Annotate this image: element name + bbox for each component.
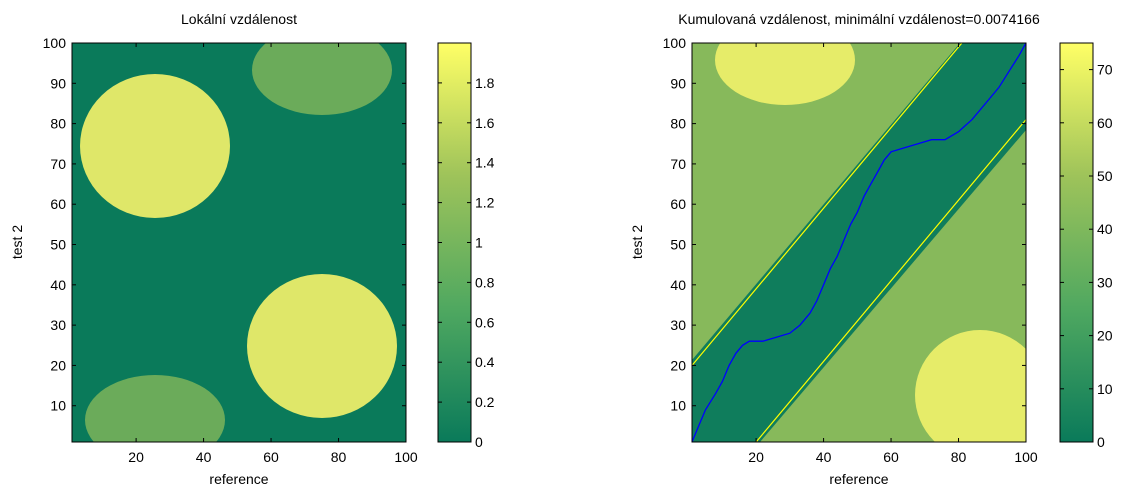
chart2-colorbar-tick-label: 0 [1097,434,1105,450]
chart1-colorbar-tick-label: 1 [475,235,483,251]
chart1-xtick-label: 80 [331,449,347,465]
chart1-ytick-label: 30 [50,317,66,333]
chart2-xtick-label: 40 [816,449,832,465]
chart1-ytick-label: 80 [50,116,66,132]
chart1-colorbar-tick-label: 0.2 [475,394,495,410]
chart1-hot-region [80,74,230,218]
chart2-hot-region [915,330,1026,442]
chart1-ytick-label: 50 [50,237,66,253]
chart2-band-line [755,119,1026,442]
chart1-colorbar-tick-label: 0.6 [475,314,495,330]
chart1-colorbar-tick-label: 0.4 [475,354,495,370]
chart2-title: Kumulovaná vzdálenost, minimální vzdálen… [678,11,1040,27]
chart2-axes-frame [691,42,1027,443]
chart1-colorbar-tick-label: 1.4 [475,155,495,171]
chart2-ytick-label: 70 [670,156,686,172]
chart1-ytick-label: 100 [43,35,67,51]
chart2-xtick-label: 20 [748,449,764,465]
chart1-axes-frame [71,42,407,443]
chart1-colorbar-tick-label: 1.2 [475,195,495,211]
chart1-xtick-label: 40 [196,449,212,465]
chart1-ytick-label: 70 [50,156,66,172]
chart2-xlabel: reference [829,471,888,487]
chart1-xlabel: reference [209,471,268,487]
chart2-ytick-label: 10 [670,398,686,414]
chart1-ticks: 20 40 60 80 100 10 20 30 40 50 60 70 80 90 100 [43,35,418,465]
chart2-heatmap [692,43,1026,442]
chart2-ticks: 20 40 60 80 100 10 20 30 40 50 60 70 80 90 100 [663,35,1038,465]
chart2-colorbar-tick-label: 40 [1097,221,1113,237]
chart2-hot-region [715,43,855,105]
chart2-ytick-label: 100 [663,35,687,51]
chart1-hot-region [247,274,397,418]
chart1-ytick-label: 60 [50,196,66,212]
chart2-colorbar-tick-label: 60 [1097,115,1113,131]
chart2-xtick-label: 100 [1014,449,1038,465]
chart2-ytick-label: 80 [670,116,686,132]
chart2-colorbar-tick-label: 20 [1097,328,1113,344]
chart1-xtick-label: 60 [263,449,279,465]
chart1-title: Lokální vzdálenost [181,11,297,27]
chart2-warping-path [692,43,1026,442]
chart1-mid-region [85,375,225,442]
chart1-colorbar-tick-label: 0.8 [475,274,495,290]
chart1-xtick-label: 100 [394,449,418,465]
chart2-ylabel: test 2 [629,225,645,259]
chart2-overlays [692,43,1026,442]
chart2-ytick-label: 60 [670,196,686,212]
chart1-ytick-label: 10 [50,398,66,414]
chart1-colorbar-tick-label: 1.8 [475,75,495,91]
chart2-ytick-label: 20 [670,357,686,373]
chart1-mid-region [252,43,392,115]
chart1-ylabel: test 2 [9,225,25,259]
chart2-upper-region [692,43,960,360]
chart1-ytick-label: 40 [50,277,66,293]
chart2-xtick-label: 60 [883,449,899,465]
chart2-colorbar-tick-label: 70 [1097,62,1113,78]
chart2-band-line [692,43,963,366]
chart2-colorbar-tick-label: 50 [1097,168,1113,184]
chart2-colorbar-tick-label: 10 [1097,381,1113,397]
chart1-colorbar-tick-label: 0 [475,434,483,450]
chart1-ytick-label: 90 [50,75,66,91]
chart2-colorbar-tick-label: 30 [1097,274,1113,290]
chart1-ytick-label: 20 [50,357,66,373]
chart1-colorbar [437,42,472,443]
chart2-colorbar-ticks: 0 10 20 30 40 50 60 70 [1060,62,1113,450]
chart2-ytick-label: 40 [670,277,686,293]
chart2-ytick-label: 30 [670,317,686,333]
chart2-ytick-label: 90 [670,75,686,91]
chart1-xtick-label: 20 [128,449,144,465]
chart2-ytick-label: 50 [670,237,686,253]
chart1-colorbar-tick-label: 1.6 [475,115,495,131]
chart1-heatmap [72,43,406,442]
chart1-colorbar-ticks: 0 0.2 0.4 0.6 0.8 1 1.2 1.4 1.6 1.8 [438,75,495,450]
chart2-colorbar [1059,42,1094,443]
chart2-xtick-label: 80 [951,449,967,465]
